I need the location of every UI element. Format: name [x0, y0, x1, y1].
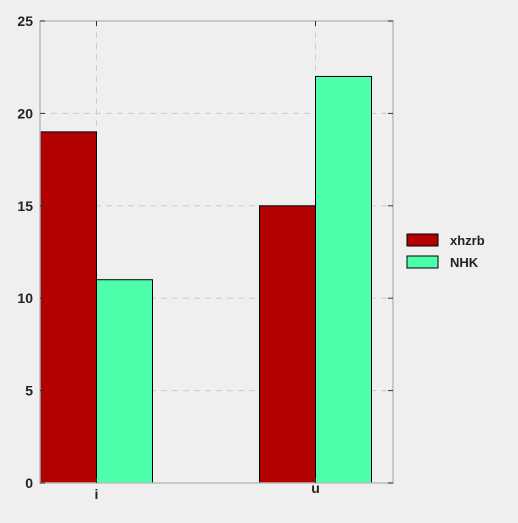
legend-label-NHK: NHK [450, 255, 479, 270]
bar-NHK-u [315, 75, 372, 484]
y-tick-label: 5 [25, 383, 33, 399]
legend-swatch-xhzrb [406, 233, 439, 247]
legend: xhzrb NHK [406, 233, 485, 270]
x-tick-label: i [95, 486, 99, 502]
y-tick-label: 0 [25, 475, 33, 491]
y-tick-label: 15 [17, 198, 33, 214]
bar-xhzrb-u [259, 205, 316, 484]
legend-label-xhzrb: xhzrb [450, 233, 485, 248]
y-tick-label: 25 [17, 13, 33, 29]
plot-frame [39, 20, 394, 484]
y-tick-label: 20 [17, 105, 33, 121]
x-tick-label: u [311, 480, 320, 496]
axis-ticks: 0 5 10 15 20 25 i u [17, 13, 393, 502]
legend-swatch-NHK [406, 255, 439, 269]
bars [40, 75, 372, 484]
bar-xhzrb-i [40, 131, 97, 484]
bar-NHK-i [96, 279, 153, 484]
y-tick-label: 10 [17, 290, 33, 306]
